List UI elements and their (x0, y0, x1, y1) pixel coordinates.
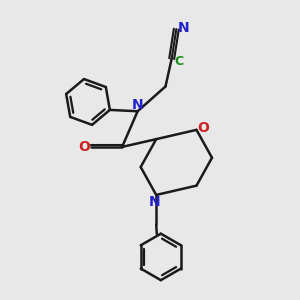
Text: N: N (132, 98, 143, 112)
Text: N: N (177, 21, 189, 34)
Text: O: O (197, 121, 209, 135)
Text: O: O (78, 140, 90, 154)
Text: C: C (174, 55, 183, 68)
Text: N: N (149, 195, 161, 209)
